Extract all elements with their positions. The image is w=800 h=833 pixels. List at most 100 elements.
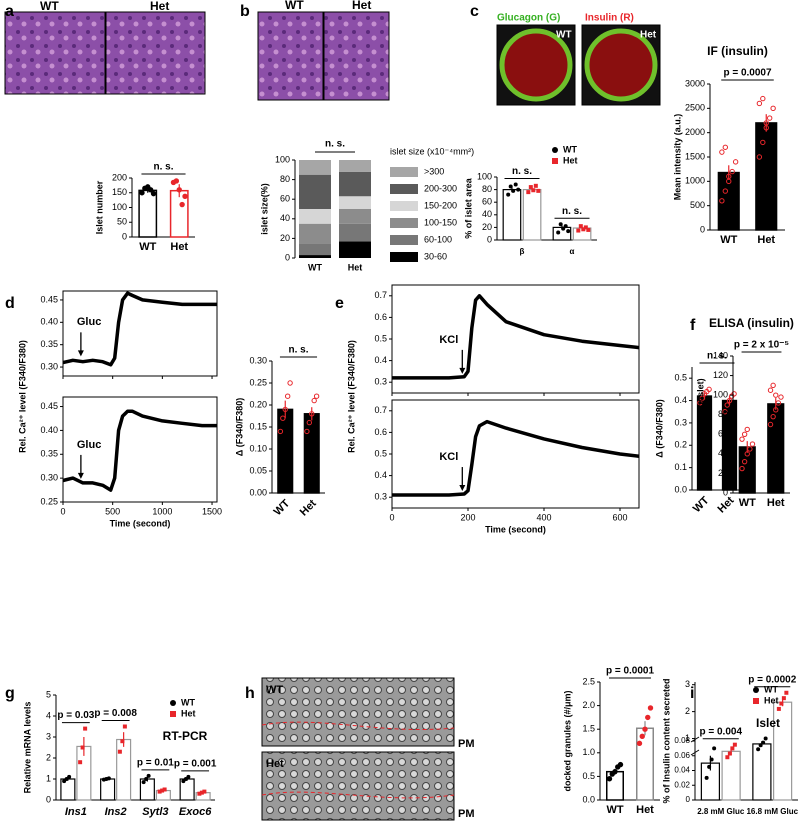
- data-point: [770, 382, 776, 389]
- y-tick-label: 2500: [685, 103, 705, 113]
- bar: [738, 446, 756, 494]
- membrane: [261, 791, 455, 799]
- y-tick-label: 3000: [685, 78, 705, 88]
- y-tick-label: 1.0: [582, 747, 595, 757]
- data-point: [306, 419, 313, 426]
- chart-title: IF (insulin): [707, 44, 768, 58]
- image-label: Het: [352, 0, 371, 12]
- x-tick-label: WT: [139, 241, 156, 253]
- data-point: [732, 742, 737, 747]
- y-tick-label: 0.30: [249, 355, 267, 365]
- y-tick-label: 4: [46, 710, 51, 720]
- bar: [116, 738, 132, 801]
- bar-segment: [299, 255, 331, 258]
- data-point: [80, 745, 85, 750]
- y-axis-label: Relative mRNA levels: [22, 702, 32, 794]
- data-point: [712, 746, 717, 751]
- data-point: [160, 788, 165, 793]
- panel-letter: c: [470, 3, 479, 20]
- annotation: KCl: [439, 451, 458, 463]
- arrow-head: [77, 472, 84, 479]
- data-point: [770, 105, 776, 112]
- x-tick-label: Het: [715, 494, 736, 515]
- data-point: [775, 400, 782, 406]
- y-tick-label: 0.7: [374, 290, 387, 300]
- micrograph: [261, 677, 455, 747]
- bar: [100, 778, 116, 801]
- y-tick-label: 140: [713, 350, 728, 360]
- y-tick-label: 100: [713, 390, 728, 400]
- data-point: [726, 397, 733, 404]
- y-tick-label: 0.30: [40, 361, 58, 371]
- y-axis-label: Rel. Ca²⁺ level (F340/F380): [17, 340, 27, 453]
- micrograph: [323, 11, 390, 101]
- legend-marker: [170, 700, 176, 706]
- y-tick-label: 20: [280, 233, 290, 243]
- y-tick-label: 0.30: [40, 473, 58, 483]
- y-tick-label: 0: [723, 487, 728, 497]
- image-label: Insulin (R): [585, 13, 634, 24]
- data-point: [313, 393, 320, 399]
- data-point: [526, 190, 531, 195]
- chart-title: ELISA (insulin): [709, 316, 794, 330]
- data-point: [770, 413, 776, 420]
- data-point: [304, 428, 310, 435]
- image-label: WT: [285, 0, 304, 12]
- data-point: [719, 149, 725, 155]
- x-tick-label: 500: [105, 506, 120, 516]
- data-point: [197, 791, 202, 796]
- y-tick-label: 0.35: [40, 339, 58, 349]
- bar: [277, 408, 294, 494]
- panel-letter: e: [335, 295, 344, 312]
- annotation: n. s.: [512, 166, 532, 177]
- annotation: n. s.: [325, 139, 345, 150]
- data-point: [147, 187, 154, 193]
- annotation: p = 0.0001: [606, 666, 655, 677]
- data-point: [513, 182, 518, 187]
- data-point: [773, 392, 779, 398]
- data-point: [122, 724, 127, 729]
- legend-label: Het: [563, 155, 578, 165]
- y-tick-label: 80: [718, 409, 728, 419]
- y-tick-label: 0.40: [40, 425, 58, 435]
- y-tick-label: 100: [477, 171, 492, 181]
- chart-title: RT-PCR: [163, 729, 208, 743]
- data-point: [642, 726, 648, 732]
- annotation: Gluc: [77, 316, 101, 328]
- islet: [499, 28, 573, 102]
- panel-letter: i: [690, 685, 694, 702]
- data-point: [558, 222, 563, 227]
- legend-swatch: [390, 235, 418, 245]
- annotation: n. s.: [562, 206, 582, 217]
- y-tick-label: 0.05: [249, 465, 267, 475]
- data-point: [706, 386, 712, 393]
- y-tick-label: 40: [280, 213, 290, 223]
- y-tick-label: 200: [112, 172, 127, 182]
- arrow-head: [459, 367, 466, 374]
- data-point: [763, 120, 769, 126]
- y-tick-label: 2.5: [582, 676, 595, 686]
- data-point: [186, 774, 191, 779]
- y-tick-label: 2000: [685, 127, 705, 137]
- x-tick-label: Het: [170, 241, 188, 253]
- x-tick-label: WT: [308, 262, 322, 272]
- y-axis-label: islet size(%): [259, 183, 269, 235]
- x-tick-label: Ins2: [105, 806, 127, 818]
- x-tick-label: Het: [348, 262, 363, 272]
- annotation: n. s.: [288, 345, 308, 356]
- x-tick-label: Ins1: [65, 806, 87, 818]
- y-tick-label: 0.25: [40, 496, 58, 506]
- data-point: [311, 397, 317, 404]
- x-tick-label: WT: [691, 494, 712, 515]
- image-label: Het: [266, 758, 284, 770]
- x-tick-label: β: [520, 247, 525, 256]
- image-label: WT: [266, 684, 283, 696]
- y-axis-label: docked granules (#/μm): [562, 690, 572, 791]
- annotation: p = 2 x 10⁻⁵: [734, 340, 790, 351]
- legend-label: WT: [181, 697, 195, 707]
- data-point: [744, 426, 750, 433]
- data-point: [645, 714, 651, 721]
- y-tick-label: 3: [46, 731, 51, 741]
- x-tick-label: Het: [636, 804, 654, 816]
